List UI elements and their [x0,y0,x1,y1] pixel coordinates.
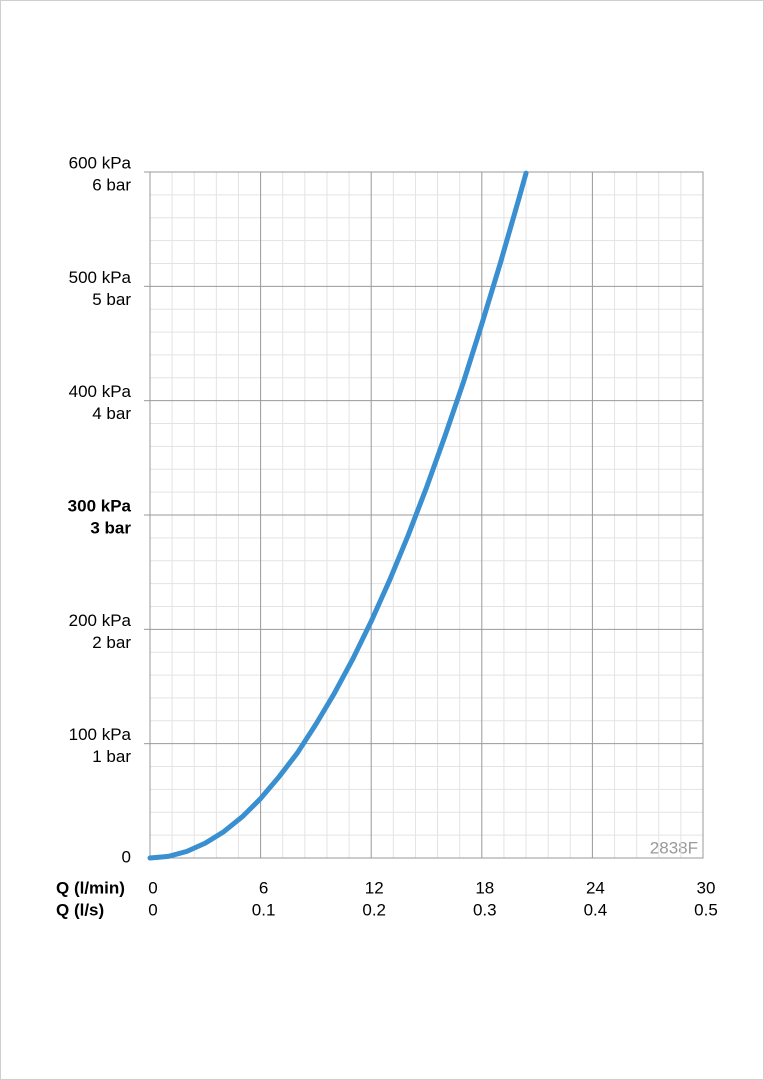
x-tick-label: 30 [697,878,716,897]
x2-tick-label: 0 [148,900,157,919]
y-tick-label: 100 kPa [69,725,132,744]
x-tick-label: 6 [259,878,268,897]
annotation: 2838F [650,838,698,857]
x-axis-label: Q (l/min) [56,878,125,897]
y-bar-tick-label: 3 bar [90,518,131,537]
y-tick-label: 300 kPa [68,496,132,515]
x2-tick-label: 0.5 [694,900,718,919]
y-tick-label: 400 kPa [69,382,132,401]
x2-tick-label: 0.2 [362,900,386,919]
y-bar-tick-label: 1 bar [92,747,131,766]
x-tick-label: 18 [475,878,494,897]
y-tick-label: 500 kPa [69,268,132,287]
y-bar-tick-label: 2 bar [92,633,131,652]
x2-tick-label: 0.1 [252,900,276,919]
y-tick-label: 200 kPa [69,611,132,630]
plot-frame [149,171,704,859]
y-bar-tick-label: 6 bar [92,175,131,194]
x2-tick-label: 0.4 [584,900,608,919]
x2-axis-label: Q (l/s) [56,900,104,919]
x-tick-label: 12 [365,878,384,897]
flow-curve [147,170,529,861]
y-tick-label: 600 kPa [69,153,132,172]
x2-tick-label: 0.3 [473,900,497,919]
y-bar-tick-label: 4 bar [92,404,131,423]
x-tick-label: 24 [586,878,605,897]
y-bar-tick-label: 5 bar [92,290,131,309]
y-tick-label: 0 [122,847,131,866]
x-tick-label: 0 [148,878,157,897]
